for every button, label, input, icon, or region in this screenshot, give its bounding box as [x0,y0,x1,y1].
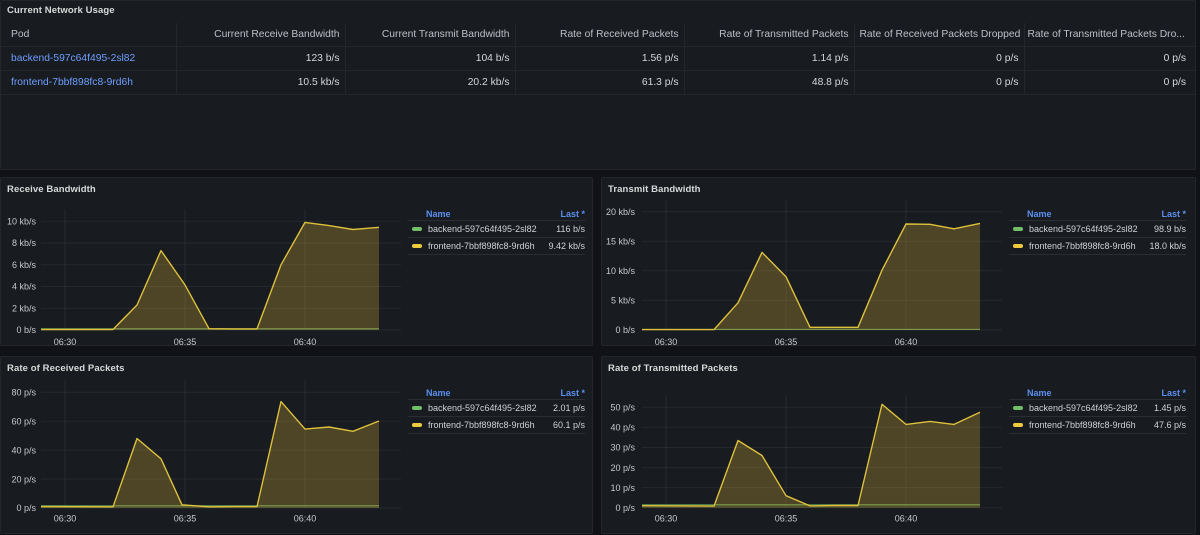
svg-text:10 p/s: 10 p/s [610,483,635,493]
svg-text:40 p/s: 40 p/s [11,445,36,455]
svg-text:06:30: 06:30 [54,514,77,524]
svg-text:06:35: 06:35 [174,337,197,347]
svg-text:06:40: 06:40 [294,337,317,347]
svg-text:8 kb/s: 8 kb/s [12,238,37,248]
svg-text:06:35: 06:35 [174,514,197,524]
svg-text:0 p/s: 0 p/s [615,503,635,513]
svg-text:06:35: 06:35 [775,337,798,347]
svg-text:6 kb/s: 6 kb/s [12,260,37,270]
svg-text:06:40: 06:40 [895,514,918,524]
svg-text:06:40: 06:40 [895,337,918,347]
svg-text:10 kb/s: 10 kb/s [606,266,636,276]
svg-text:20 p/s: 20 p/s [610,463,635,473]
svg-text:06:30: 06:30 [655,514,678,524]
svg-text:30 p/s: 30 p/s [610,443,635,453]
svg-text:0 p/s: 0 p/s [16,503,36,513]
svg-text:2 kb/s: 2 kb/s [12,304,37,314]
svg-text:06:40: 06:40 [294,514,317,524]
svg-text:80 p/s: 80 p/s [11,387,36,397]
svg-text:06:30: 06:30 [54,337,77,347]
svg-text:60 p/s: 60 p/s [11,416,36,426]
svg-text:20 p/s: 20 p/s [11,474,36,484]
svg-text:15 kb/s: 15 kb/s [606,236,636,246]
svg-text:4 kb/s: 4 kb/s [12,282,37,292]
svg-text:20 kb/s: 20 kb/s [606,207,636,217]
svg-text:40 p/s: 40 p/s [610,423,635,433]
svg-text:06:35: 06:35 [775,514,798,524]
svg-text:50 p/s: 50 p/s [610,403,635,413]
svg-text:0 b/s: 0 b/s [615,325,635,335]
svg-text:0 b/s: 0 b/s [16,325,36,335]
svg-text:5 kb/s: 5 kb/s [611,296,636,306]
svg-text:06:30: 06:30 [655,337,678,347]
svg-text:10 kb/s: 10 kb/s [7,217,37,227]
